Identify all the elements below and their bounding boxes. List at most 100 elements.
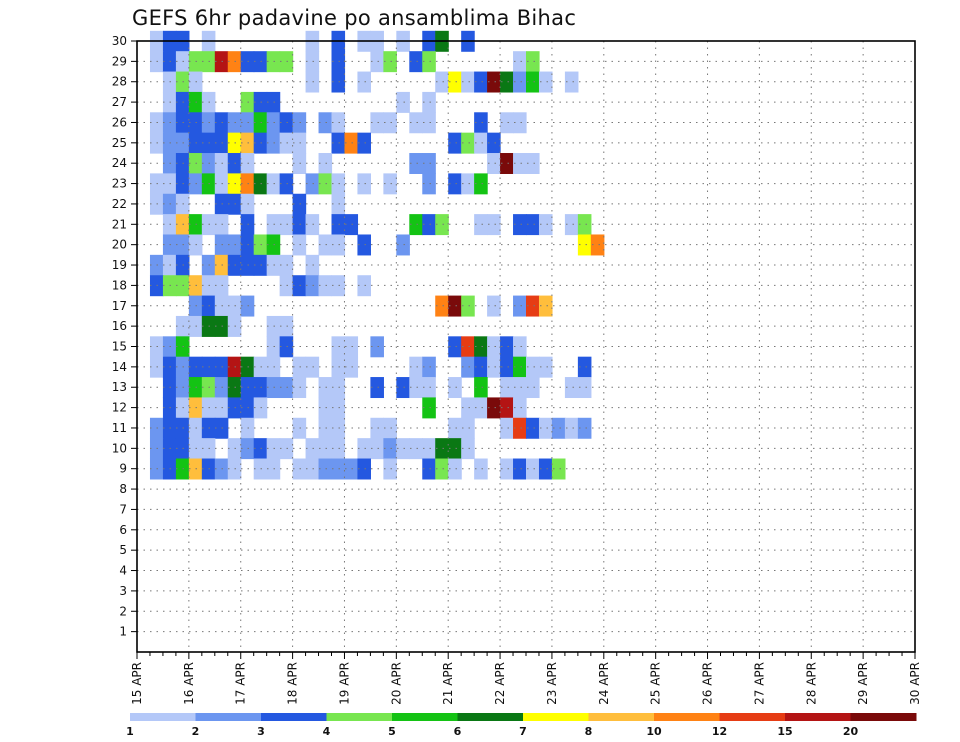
heatmap-cell	[266, 377, 281, 399]
colorbar-label: 7	[519, 725, 527, 738]
heatmap-cell	[538, 214, 553, 236]
y-tick-label: 2	[119, 604, 127, 618]
heatmap-cell	[513, 112, 527, 134]
heatmap-cell	[422, 377, 436, 399]
heatmap-cell	[370, 51, 384, 73]
heatmap-cell	[396, 91, 410, 113]
heatmap-cell	[448, 438, 462, 460]
x-tick-label: 23 APR	[545, 662, 559, 705]
heatmap-cell	[305, 214, 320, 236]
x-tick-label: 21 APR	[441, 662, 455, 705]
heatmap-cell	[461, 417, 475, 439]
heatmap-cell	[292, 458, 307, 480]
heatmap-cell	[253, 356, 268, 378]
heatmap-cell	[253, 132, 268, 154]
heatmap-cell	[461, 397, 475, 419]
x-tick-label: 22 APR	[493, 662, 507, 705]
heatmap-cell	[538, 417, 553, 439]
heatmap-cell	[331, 234, 346, 256]
colorbar-label: 10	[646, 725, 662, 738]
heatmap-cell	[474, 214, 488, 236]
heatmap-cell	[474, 377, 488, 399]
x-tick-label: 16 APR	[182, 662, 196, 705]
heatmap-cell	[551, 458, 566, 480]
x-tick-label: 29 APR	[856, 662, 870, 705]
heatmap-cell	[292, 153, 307, 174]
y-tick-label: 7	[119, 502, 127, 516]
x-tick-label: 19 APR	[338, 662, 352, 705]
heatmap-cell	[292, 234, 307, 256]
heatmap-cell	[448, 71, 462, 93]
heatmap-cell	[279, 377, 294, 399]
heatmap-cell	[487, 214, 501, 236]
heatmap-cell	[331, 377, 346, 399]
heatmap-cell	[279, 214, 294, 236]
heatmap-cell	[253, 112, 268, 134]
chart-title: GEFS 6hr padavine po ansamblima Bihac	[132, 6, 577, 30]
heatmap-cell	[266, 438, 281, 460]
heatmap-cell	[487, 153, 501, 174]
heatmap-cell	[279, 254, 294, 276]
y-tick-label: 22	[112, 197, 127, 211]
heatmap-cell	[474, 397, 488, 419]
heatmap-cell	[331, 417, 346, 439]
heatmap-cell	[590, 234, 605, 256]
x-tick-label: 26 APR	[701, 662, 715, 705]
x-tick-label: 25 APR	[649, 662, 663, 705]
heatmap-cell	[292, 275, 307, 297]
heatmap-cell	[266, 214, 281, 236]
heatmap-cell	[292, 214, 307, 236]
heatmap-cell	[487, 71, 501, 93]
heatmap-cell	[461, 438, 475, 460]
heatmap-cell	[318, 397, 333, 419]
colorbar-label: 15	[777, 725, 792, 738]
y-tick-label: 1	[119, 625, 127, 639]
x-tick-label: 18 APR	[286, 662, 300, 705]
heatmap-cell	[344, 214, 359, 236]
heatmap-cell	[266, 112, 281, 134]
heatmap-cell	[279, 315, 294, 337]
heatmap-cell	[526, 356, 540, 378]
y-tick-label: 3	[119, 584, 127, 598]
heatmap-cell	[448, 132, 462, 154]
heatmap-cell	[331, 397, 346, 419]
heatmap-cell	[422, 112, 436, 134]
heatmap-cell	[461, 336, 475, 358]
y-tick-label: 9	[119, 462, 127, 476]
heatmap-cell	[526, 153, 540, 174]
heatmap-cell	[564, 71, 579, 93]
heatmap-cell	[370, 336, 384, 358]
heatmap-cell	[409, 112, 423, 134]
heatmap-cell	[357, 173, 371, 195]
heatmap-cell	[266, 315, 281, 337]
heatmap-cell	[279, 438, 294, 460]
heatmap-cell	[331, 356, 346, 378]
heatmap-cell	[500, 71, 514, 93]
x-tick-label: 28 APR	[804, 662, 818, 705]
heatmap-cell	[357, 71, 371, 93]
y-tick-label: 30	[112, 34, 127, 48]
colorbar-label: 5	[388, 725, 396, 738]
heatmap-cell	[383, 438, 397, 460]
heatmap-cell	[435, 458, 449, 480]
heatmap-cell	[279, 132, 294, 154]
heatmap-cell	[318, 458, 333, 480]
heatmap-cell	[279, 275, 294, 297]
heatmap-cell	[513, 336, 527, 358]
y-tick-label: 13	[112, 380, 127, 394]
heatmap-cell	[513, 51, 527, 73]
heatmap-cell	[331, 173, 346, 195]
x-tick-label: 30 APR	[908, 662, 922, 705]
heatmap-cell	[461, 173, 475, 195]
heatmap-cell	[266, 254, 281, 276]
heatmap-cell	[422, 51, 436, 73]
colorbar-label: 12	[712, 725, 727, 738]
heatmap-cell	[513, 214, 527, 236]
heatmap-cell	[318, 234, 333, 256]
heatmap-cell	[422, 214, 436, 236]
heatmap-cell	[370, 112, 384, 134]
heatmap-cell	[474, 458, 488, 480]
heatmap-cell	[305, 356, 320, 378]
heatmap-cell	[435, 71, 449, 93]
heatmap-cell	[344, 458, 359, 480]
